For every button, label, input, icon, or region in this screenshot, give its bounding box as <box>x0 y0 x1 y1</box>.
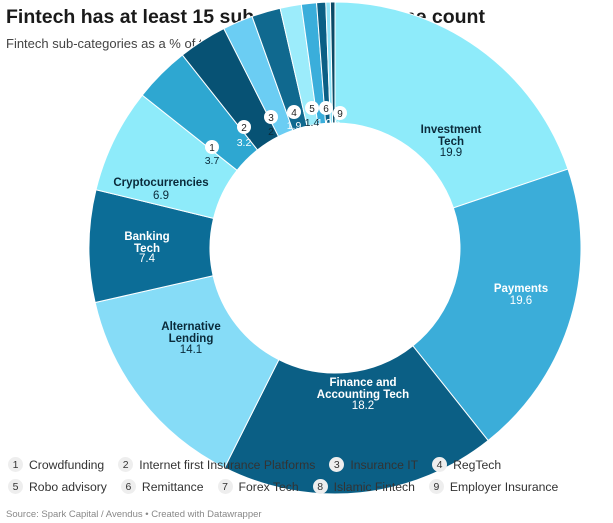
legend-item: 2 Internet first Insurance Platforms <box>118 457 315 472</box>
slice-label: Tech <box>438 136 464 148</box>
slice-value: 18.2 <box>352 400 374 412</box>
legend-number: 7 <box>217 479 233 494</box>
legend-number: 6 <box>120 479 136 494</box>
donut-slice <box>94 275 280 469</box>
legend-number: 3 <box>329 457 345 472</box>
legend-label: Crowdfunding <box>29 457 105 472</box>
legend-row-1: 1 Crowdfunding 2 Internet first Insurance P… <box>8 457 515 472</box>
slice-badge-number: 9 <box>337 109 343 120</box>
donut-slice <box>223 345 489 495</box>
legend-label: RegTech <box>453 457 502 472</box>
legend-label: Remittance <box>141 479 204 494</box>
donut-slice <box>412 168 582 442</box>
slice-value: 19.6 <box>510 295 532 307</box>
slice-label: Cryptocurrencies <box>113 177 208 189</box>
legend-number: 9 <box>428 479 444 494</box>
legend-item: 1 Crowdfunding <box>8 457 104 472</box>
slice-badge-number: 1 <box>209 143 215 154</box>
legend-number: 4 <box>432 457 448 472</box>
slice-value: 1.9 <box>287 120 302 132</box>
slice-value: 1.4 <box>305 117 320 129</box>
slice-badge <box>205 140 219 154</box>
slice-badge-number: 6 <box>323 104 329 115</box>
donut-slice <box>334 1 569 209</box>
slice-value: 7.4 <box>139 253 156 265</box>
slice-value: 1.0 <box>317 117 332 129</box>
slice-label: Accounting Tech <box>317 389 409 401</box>
slice-badge <box>287 105 301 119</box>
slice-value: 3.7 <box>205 155 220 167</box>
slice-label: Alternative <box>161 321 220 333</box>
slice-label: Tech <box>134 243 160 255</box>
legend-item: 3 Insurance IT <box>329 457 418 472</box>
slice-label: Lending <box>169 333 214 345</box>
slice-badge-number: 5 <box>309 104 315 115</box>
legend-label: Insurance IT <box>350 457 419 472</box>
donut-slice <box>329 1 336 124</box>
slice-label: Banking <box>124 231 169 243</box>
slice-value: 6.9 <box>153 190 169 202</box>
slice-badge <box>305 101 319 115</box>
legend-label: Internet first Insurance Platforms <box>139 457 316 472</box>
slice-label: Payments <box>494 283 548 295</box>
slice-badge-number: 3 <box>268 113 274 124</box>
legend-number: 1 <box>8 457 23 472</box>
slice-label: Investment <box>421 124 482 136</box>
legend-label: Employer Insurance <box>449 479 559 494</box>
slice-badge-number: 4 <box>291 108 297 119</box>
slice-badge <box>319 101 333 115</box>
legend-item: 9 Employer Insurance <box>428 479 559 494</box>
legend-number: 5 <box>8 479 23 494</box>
slice-value: 0.6 <box>326 117 341 129</box>
slice-badge <box>264 110 278 124</box>
slice-value: 2 <box>268 126 274 138</box>
legend-item: 8 Islamic Fintech <box>312 479 415 494</box>
legend-label: Forex Tech <box>238 479 299 494</box>
slice-value: 14.1 <box>180 344 202 356</box>
slice-label: Finance and <box>329 377 396 389</box>
slice-badge-number: 2 <box>241 123 247 134</box>
legend-item: 4 RegTech <box>432 457 501 472</box>
legend-label: Islamic Fintech <box>333 479 415 494</box>
slice-badge <box>237 120 251 134</box>
slice-badge <box>333 106 347 120</box>
legend-row-2: 5 Robo advisory 6 Remittance 7 Forex Tech 8 Isl… <box>8 479 572 494</box>
legend-label: Robo advisory <box>29 479 107 494</box>
slice-value: 19.9 <box>440 147 462 159</box>
legend-item: 7 Forex Tech <box>217 479 299 494</box>
slice-value: 3.2 <box>237 137 252 149</box>
legend-number: 8 <box>312 479 328 494</box>
legend-item: 6 Remittance <box>120 479 204 494</box>
source-note: Source: Spark Capital / Avendus • Create… <box>6 509 262 520</box>
legend-number: 2 <box>118 457 134 472</box>
legend-item: 5 Robo advisory <box>8 479 107 494</box>
